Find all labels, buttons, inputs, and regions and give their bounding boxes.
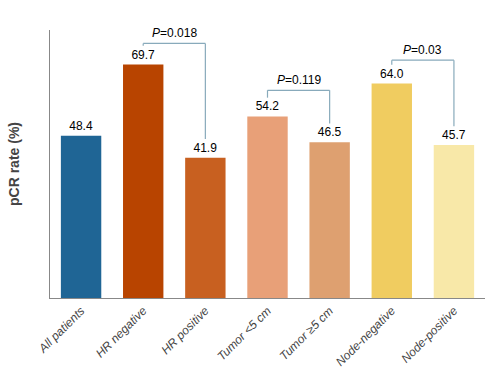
svg-text:69.7: 69.7 [131, 48, 155, 62]
svg-text:41.9: 41.9 [194, 141, 218, 155]
svg-text:HR positive: HR positive [158, 304, 212, 358]
svg-text:HR negative: HR negative [93, 304, 150, 361]
svg-text:48.4: 48.4 [69, 119, 93, 133]
svg-text:46.5: 46.5 [318, 125, 342, 139]
svg-text:Tumor ≥5 cm: Tumor ≥5 cm [277, 304, 336, 363]
svg-text:P=0.03: P=0.03 [403, 43, 442, 57]
svg-text:P=0.018: P=0.018 [152, 26, 197, 40]
svg-text:54.2: 54.2 [256, 99, 280, 113]
svg-text:All patients: All patients [35, 304, 87, 356]
svg-text:Node-positive: Node-positive [399, 304, 461, 366]
svg-text:Tumor <5 cm: Tumor <5 cm [214, 304, 273, 363]
svg-text:Node-negative: Node-negative [333, 304, 398, 369]
svg-text:64.0: 64.0 [380, 67, 404, 81]
svg-text:P=0.119: P=0.119 [277, 73, 321, 87]
svg-text:pCR rate (%): pCR rate (%) [6, 122, 22, 206]
svg-text:45.7: 45.7 [442, 128, 466, 142]
